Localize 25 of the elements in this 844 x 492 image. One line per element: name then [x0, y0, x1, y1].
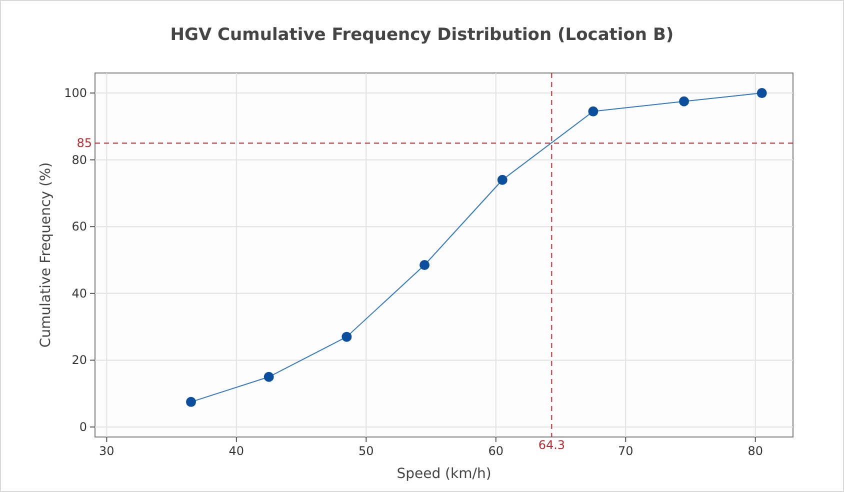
y-tick-label: 0 [79, 420, 87, 434]
x-tick-label: 40 [228, 444, 244, 458]
y-tick-label: 80 [72, 152, 87, 167]
x-axis-title: Speed (km/h) [396, 466, 492, 482]
x-tick-label: 60 [488, 444, 504, 458]
point [264, 372, 274, 382]
ref-line-label: 64.3 [538, 438, 566, 452]
chart-title: HGV Cumulative Frequency Distribution (Location B) [170, 25, 674, 45]
x-tick-label: 50 [358, 444, 374, 458]
point [186, 396, 196, 407]
point [342, 332, 352, 342]
point [756, 88, 767, 98]
y-axis-title: Cumulative Frequency (%) [38, 162, 54, 348]
point [588, 106, 598, 116]
x-tick-label: 80 [748, 444, 764, 458]
point [420, 260, 430, 270]
y-tick-label: 100 [64, 86, 87, 100]
point [497, 174, 508, 185]
ref-line-label: 85 [76, 136, 92, 150]
x-tick-label: 70 [618, 444, 634, 458]
y-tick-label: 60 [72, 220, 87, 234]
x-tick-label: 30 [99, 444, 114, 458]
y-tick-label: 40 [72, 286, 87, 300]
y-tick-label: 20 [72, 353, 87, 368]
point [679, 96, 690, 106]
